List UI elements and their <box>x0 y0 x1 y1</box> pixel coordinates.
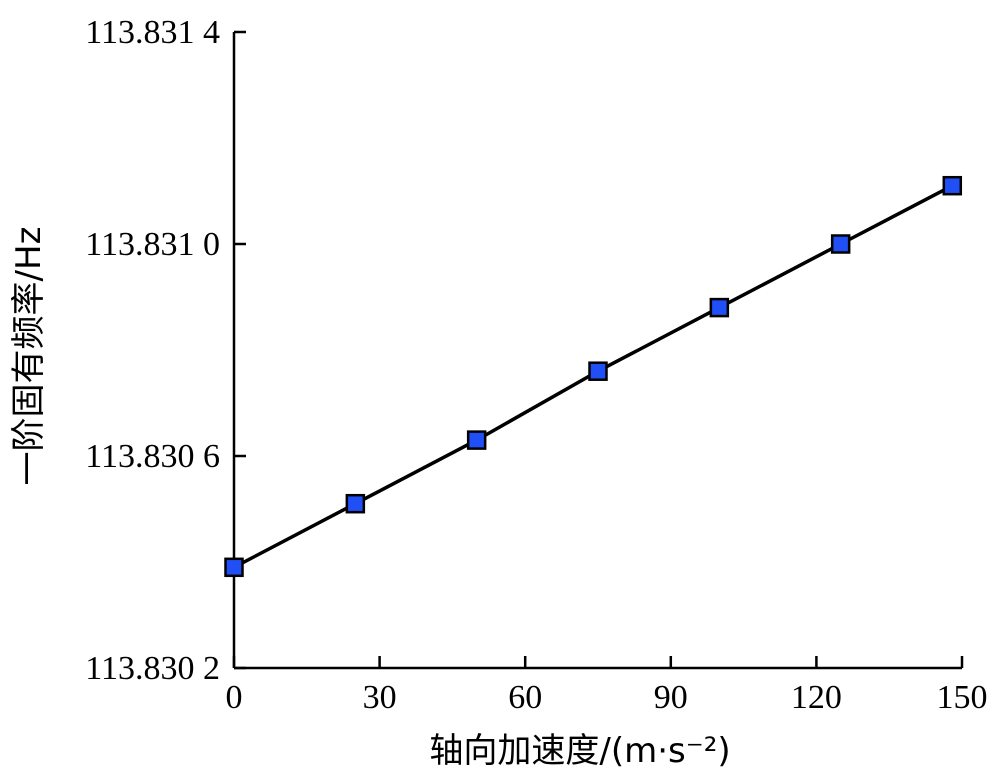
x-axis-title: 轴向加速度/(m·s⁻²) <box>429 731 730 771</box>
data-point <box>942 175 963 196</box>
y-tick-label: 113.830 6 <box>85 438 220 475</box>
y-ticks: 113.830 2 113.830 6 113.831 0 113.831 4 <box>85 14 246 687</box>
y-tick-label: 113.831 4 <box>85 14 220 51</box>
data-point <box>588 361 608 381</box>
x-tick-label: 90 <box>654 679 688 716</box>
data-point <box>830 234 851 254</box>
data-point <box>709 297 730 318</box>
data-point <box>466 430 487 450</box>
data-point <box>345 493 366 514</box>
x-tick-label: 150 <box>937 679 988 716</box>
x-tick-label: 0 <box>226 679 243 716</box>
x-tick-label: 120 <box>791 679 842 716</box>
data-point <box>224 557 244 578</box>
x-ticks: 0 30 60 90 120 150 <box>226 656 988 716</box>
axes <box>232 32 962 670</box>
y-axis-title: 一阶固有频率/Hz <box>9 227 49 486</box>
x-tick-label: 30 <box>363 679 397 716</box>
x-tick-label: 60 <box>508 679 542 716</box>
y-tick-label: 113.830 2 <box>85 650 220 687</box>
y-tick-label: 113.831 0 <box>85 226 220 263</box>
series-group <box>224 175 963 578</box>
